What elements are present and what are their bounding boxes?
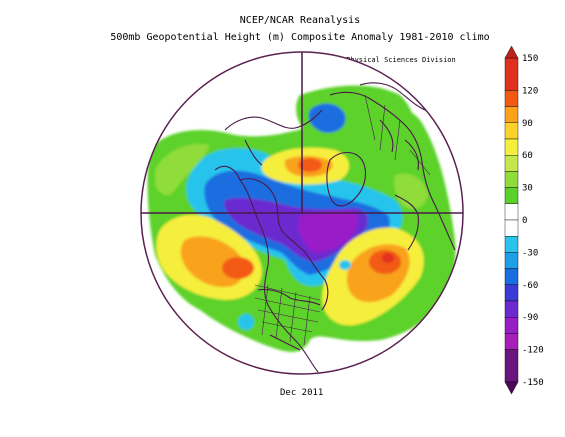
colorbar-tick-label: -90 [522, 313, 538, 323]
colorbar-bin [504, 90, 519, 107]
colorbar-tick-label: -30 [522, 248, 538, 258]
colorbar-tick-label: -150 [522, 378, 544, 388]
anomaly-field [141, 52, 463, 374]
coastlines [214, 82, 456, 373]
colorbar-bin [504, 219, 519, 237]
colorbar-bin [504, 203, 519, 221]
colorbar-tick-label: 0 [522, 216, 527, 226]
colorbar-tick-label: 120 [522, 86, 538, 96]
colorbar-bin [504, 268, 519, 286]
colorbar-bin [504, 300, 519, 318]
political-borders [254, 94, 431, 346]
date-label: Dec 2011 [280, 388, 324, 398]
colorbar-bin [504, 138, 519, 156]
map-rim [140, 51, 464, 375]
colorbar-tick-label: 60 [522, 151, 533, 161]
credit-label: NOAA/ESRL Physical Sciences Division [304, 56, 456, 64]
colorbar-bin [504, 122, 519, 140]
chart-title: NCEP/NCAR Reanalysis [239, 15, 361, 26]
colorbar-bin [504, 57, 519, 91]
colorbar-tick-label: -60 [522, 281, 538, 291]
colorbar-bin [504, 235, 519, 253]
colorbar-bin [504, 171, 519, 188]
colorbar-tick-label: 30 [522, 184, 533, 194]
colorbar-tick-label: 90 [522, 119, 533, 129]
colorbar-max-arrow [504, 45, 519, 59]
colorbar-tick-label: 150 [522, 54, 538, 64]
colorbar-bin [504, 187, 519, 205]
chart-subtitle: 500mb Geopotential Height (m) Composite … [110, 32, 490, 43]
colorbar-bin [504, 333, 519, 350]
colorbar-bin [504, 284, 519, 302]
colorbar-tick-label: -120 [522, 346, 544, 356]
colorbar-min-arrow [504, 381, 519, 395]
colorbar-bin [504, 154, 519, 172]
colorbar-bin [504, 106, 519, 123]
colorbar-bin [504, 252, 519, 269]
colorbar-bin [504, 349, 519, 383]
colorbar-bin [504, 317, 519, 334]
